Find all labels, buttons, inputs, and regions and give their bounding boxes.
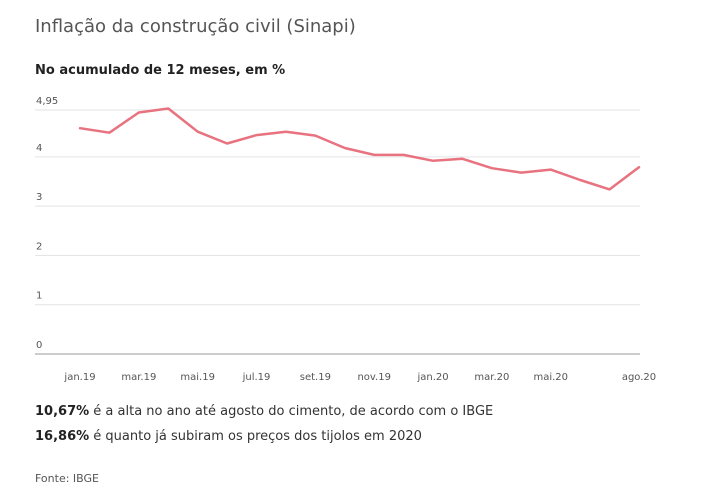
x-tick-label: set.19 [300,372,331,383]
x-tick-label: mai.19 [180,372,215,383]
y-tick-label: 1 [36,291,42,302]
note-cimento: 10,67% é a alta no ano até agosto do cim… [35,404,493,419]
note-text: é a alta no ano até agosto do cimento, d… [89,404,494,419]
y-tick-label: 4,95 [36,96,58,107]
x-tick-label: jul.19 [242,372,271,383]
x-tick-label: mar.20 [474,372,509,383]
chart-subtitle: No acumulado de 12 meses, em % [35,63,286,78]
chart-title: Inflação da construção civil (Sinapi) [35,16,356,37]
x-tick-label: mai.20 [533,372,568,383]
y-tick-label: 0 [36,340,42,351]
note-tijolos: 16,86% é quanto já subiram os preços dos… [35,429,422,444]
x-tick-label: nov.19 [357,372,391,383]
x-tick-label: jan.20 [416,372,448,383]
note-text: é quanto já subiram os preços dos tijolo… [89,429,422,444]
series-line [78,107,641,191]
x-tick-label: ago.20 [622,372,656,383]
line-chart: 0 1 2 3 4 4,95 jan.19 mar.19 mai.19 jul.19 set.19 n… [35,96,656,383]
x-tick-label: jan.19 [63,372,95,383]
note-value: 10,67% [35,404,90,419]
y-tick-label: 2 [36,241,42,252]
note-value: 16,86% [35,429,90,444]
y-tick-label: 4 [36,143,42,154]
y-tick-label: 3 [36,192,42,203]
source-credit: Fonte: IBGE [35,472,99,485]
x-tick-label: mar.19 [121,372,156,383]
